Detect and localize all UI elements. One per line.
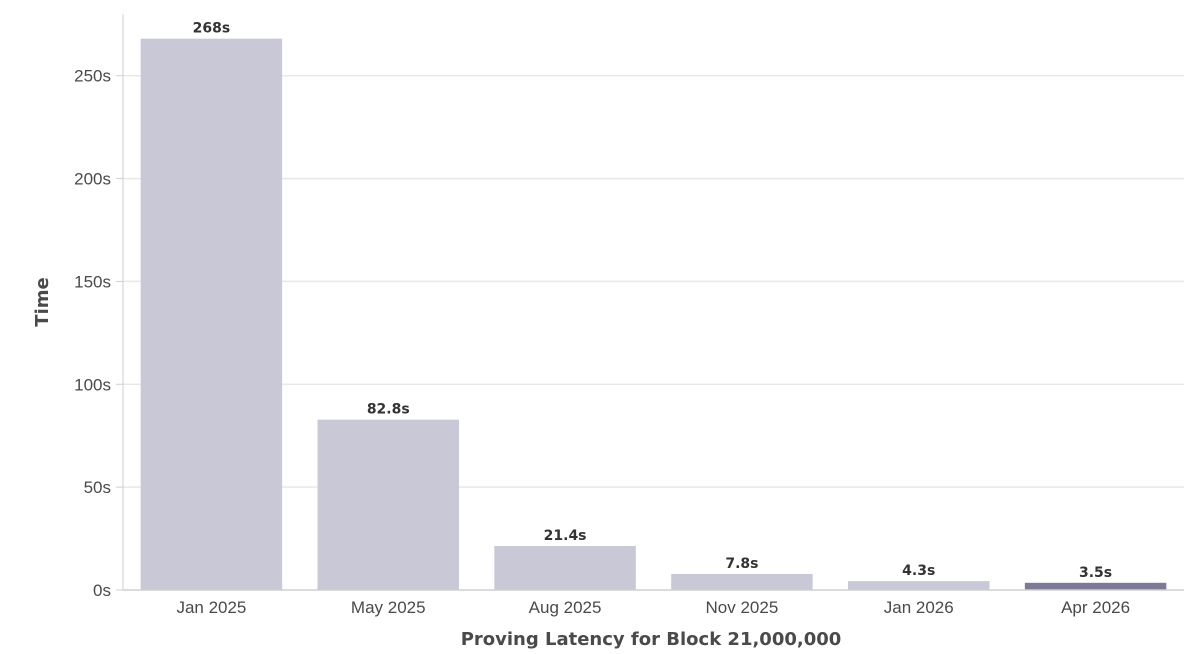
bar [494, 545, 636, 590]
bar-value-label: 82.8s [367, 402, 410, 418]
y-tick-label: 50s [84, 478, 111, 497]
x-tick-label: Jan 2026 [884, 598, 954, 617]
x-tick-label: Jan 2025 [176, 598, 246, 617]
bar [1024, 582, 1167, 590]
x-tick-label: Nov 2025 [706, 598, 779, 617]
bar-value-label: 4.3s [902, 563, 935, 579]
x-axis-ticks: Jan 2025 May 2025 Aug 2025 Nov 2025 Jan 2026… [176, 598, 1130, 617]
bars [140, 38, 1167, 590]
grid-lines [123, 74, 1184, 488]
bar [848, 581, 990, 590]
x-axis-title: Proving Latency for Block 21,000,000 [461, 629, 842, 650]
bar [140, 38, 283, 590]
bar [671, 573, 813, 590]
bar-value-label: 3.5s [1079, 565, 1112, 581]
x-tick-label: May 2025 [351, 598, 426, 617]
y-tick-label: 250s [74, 67, 111, 86]
x-tick-label: Apr 2026 [1061, 598, 1130, 617]
bar [317, 419, 459, 590]
y-axis-title: Time [32, 277, 53, 326]
y-tick-label: 150s [74, 272, 111, 291]
y-tick-label: 200s [74, 170, 111, 189]
bar-value-label: 21.4s [544, 528, 587, 544]
y-tick-label: 0s [93, 581, 111, 600]
x-tick-label: Aug 2025 [529, 598, 602, 617]
y-axis-ticks: 0s 50s 100s 150s 200s 250s [74, 67, 123, 600]
y-tick-label: 100s [74, 375, 111, 394]
bar-value-labels: 268s 82.8s 21.4s 7.8s 4.3s 3.5s [193, 21, 1113, 581]
bar-value-label: 7.8s [725, 556, 758, 572]
bar-value-label: 268s [193, 21, 231, 37]
